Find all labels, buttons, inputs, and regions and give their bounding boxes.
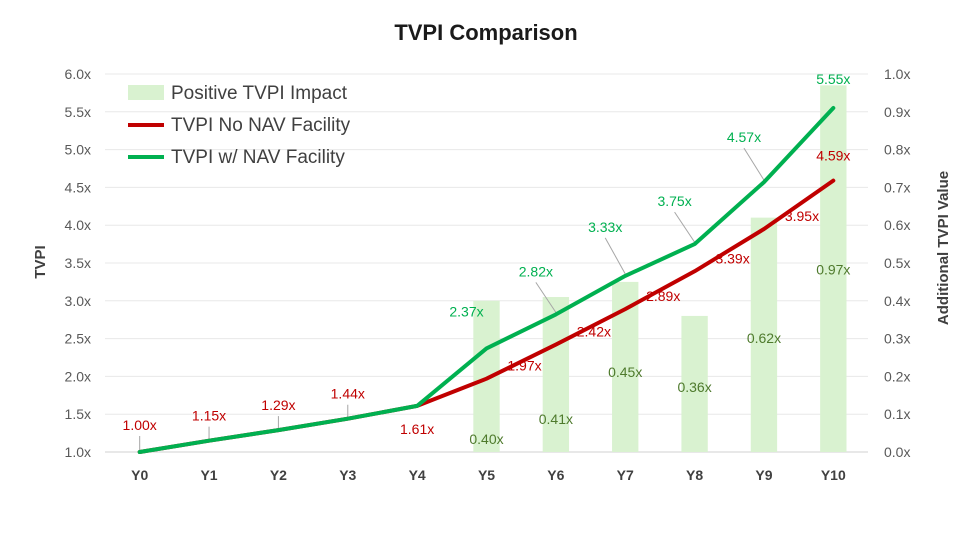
left-tick-label: 3.0x — [65, 293, 91, 309]
label-with-nav-y10: 5.55x — [816, 71, 850, 87]
x-tick-label: Y2 — [270, 467, 287, 483]
line-tvpi-with-nav — [137, 106, 836, 454]
legend: Positive TVPI Impact TVPI No NAV Facilit… — [128, 83, 351, 168]
label-with-nav-y7: 3.33x — [588, 219, 622, 235]
leader-line — [674, 211, 696, 243]
right-tick-label: 0.5x — [884, 255, 910, 271]
legend-label-tvpi-with-nav: TVPI w/ NAV Facility — [171, 147, 345, 168]
label-with-nav-y9: 4.57x — [727, 129, 761, 145]
label-no-nav-y5: 1.97x — [507, 358, 541, 374]
left-axis-title: TVPI — [32, 245, 49, 278]
label-with-nav-y6: 2.82x — [519, 263, 553, 279]
label-no-nav-y8: 3.39x — [715, 250, 749, 266]
legend-label-tvpi-no-nav: TVPI No NAV Facility — [171, 115, 351, 136]
right-tick-label: 0.3x — [884, 331, 910, 347]
leader-line — [604, 237, 626, 275]
label-with-nav-y8: 3.75x — [657, 193, 691, 209]
right-axis-ticks: 0.0x 0.1x 0.2x 0.3x 0.4x 0.5x 0.6x 0.7x 0.8x 0.9x… — [884, 66, 910, 460]
right-tick-label: 0.4x — [884, 293, 910, 309]
x-axis-ticks: Y0 Y1 Y2 Y3 Y4 Y5 Y6 Y7 Y8 Y9 Y10 — [131, 467, 846, 483]
leader-line — [743, 147, 765, 181]
bar-y6 — [542, 297, 570, 452]
label-no-nav-y6: 2.42x — [577, 324, 611, 340]
label-impact-y6: 0.41x — [539, 411, 573, 427]
left-axis-ticks: 1.0x 1.5x 2.0x 2.5x 3.0x 3.5x 4.0x 4.5x 5.0x 5.5x… — [65, 66, 91, 460]
left-tick-label: 2.0x — [65, 368, 91, 384]
legend-swatch-positive-tvpi-impact — [128, 85, 164, 100]
label-impact-y7: 0.45x — [608, 364, 642, 380]
label-no-nav-y3: 1.44x — [331, 386, 365, 402]
x-tick-label: Y1 — [200, 467, 217, 483]
left-tick-label: 1.0x — [65, 444, 91, 460]
label-no-nav-y7: 2.89x — [646, 288, 680, 304]
x-tick-label: Y0 — [131, 467, 148, 483]
left-tick-label: 6.0x — [65, 66, 91, 82]
x-tick-label: Y3 — [339, 467, 356, 483]
right-tick-label: 0.9x — [884, 104, 910, 120]
legend-label-positive-tvpi-impact: Positive TVPI Impact — [171, 83, 348, 104]
label-leader-lines — [139, 147, 765, 450]
chart-title: TVPI Comparison — [394, 20, 577, 45]
x-tick-label: Y8 — [686, 467, 703, 483]
label-impact-y10: 0.97x — [816, 262, 850, 278]
bar-y9 — [750, 217, 778, 452]
x-tick-label: Y5 — [478, 467, 495, 483]
right-axis-title: Additional TVPI Value — [935, 171, 952, 325]
left-tick-label: 5.0x — [65, 142, 91, 158]
bar-y5 — [473, 300, 500, 452]
left-tick-label: 5.5x — [65, 104, 91, 120]
data-labels: 1.00x 1.15x 1.29x 1.44x 1.61x 1.97x 2.42x 2.89x… — [123, 71, 851, 447]
right-tick-label: 0.6x — [884, 217, 910, 233]
label-impact-y8: 0.36x — [677, 379, 711, 395]
label-no-nav-y0: 1.00x — [123, 417, 157, 433]
x-tick-label: Y4 — [409, 467, 426, 483]
right-tick-label: 0.8x — [884, 142, 910, 158]
right-tick-label: 0.0x — [884, 444, 910, 460]
label-impact-y9: 0.62x — [747, 330, 781, 346]
leader-line — [535, 282, 557, 313]
right-tick-label: 1.0x — [884, 66, 910, 82]
line-series — [137, 106, 836, 454]
right-tick-label: 0.1x — [884, 406, 910, 422]
right-tick-label: 0.7x — [884, 179, 910, 195]
left-tick-label: 3.5x — [65, 255, 91, 271]
bar-y8 — [681, 315, 708, 452]
left-tick-label: 2.5x — [65, 331, 91, 347]
label-no-nav-y10: 4.59x — [816, 148, 850, 164]
x-tick-label: Y7 — [617, 467, 634, 483]
left-tick-label: 4.5x — [65, 179, 91, 195]
bar-y10 — [820, 85, 847, 452]
label-impact-y5: 0.40x — [469, 431, 503, 447]
right-tick-label: 0.2x — [884, 368, 910, 384]
label-with-nav-y5: 2.37x — [449, 303, 483, 319]
left-tick-label: 1.5x — [65, 406, 91, 422]
label-no-nav-y2: 1.29x — [261, 397, 295, 413]
label-no-nav-y9: 3.95x — [785, 208, 819, 224]
label-no-nav-y1: 1.15x — [192, 408, 226, 424]
x-tick-label: Y10 — [821, 467, 846, 483]
x-tick-label: Y9 — [755, 467, 772, 483]
x-tick-label: Y6 — [547, 467, 564, 483]
left-tick-label: 4.0x — [65, 217, 91, 233]
label-no-nav-y4: 1.61x — [400, 421, 434, 437]
